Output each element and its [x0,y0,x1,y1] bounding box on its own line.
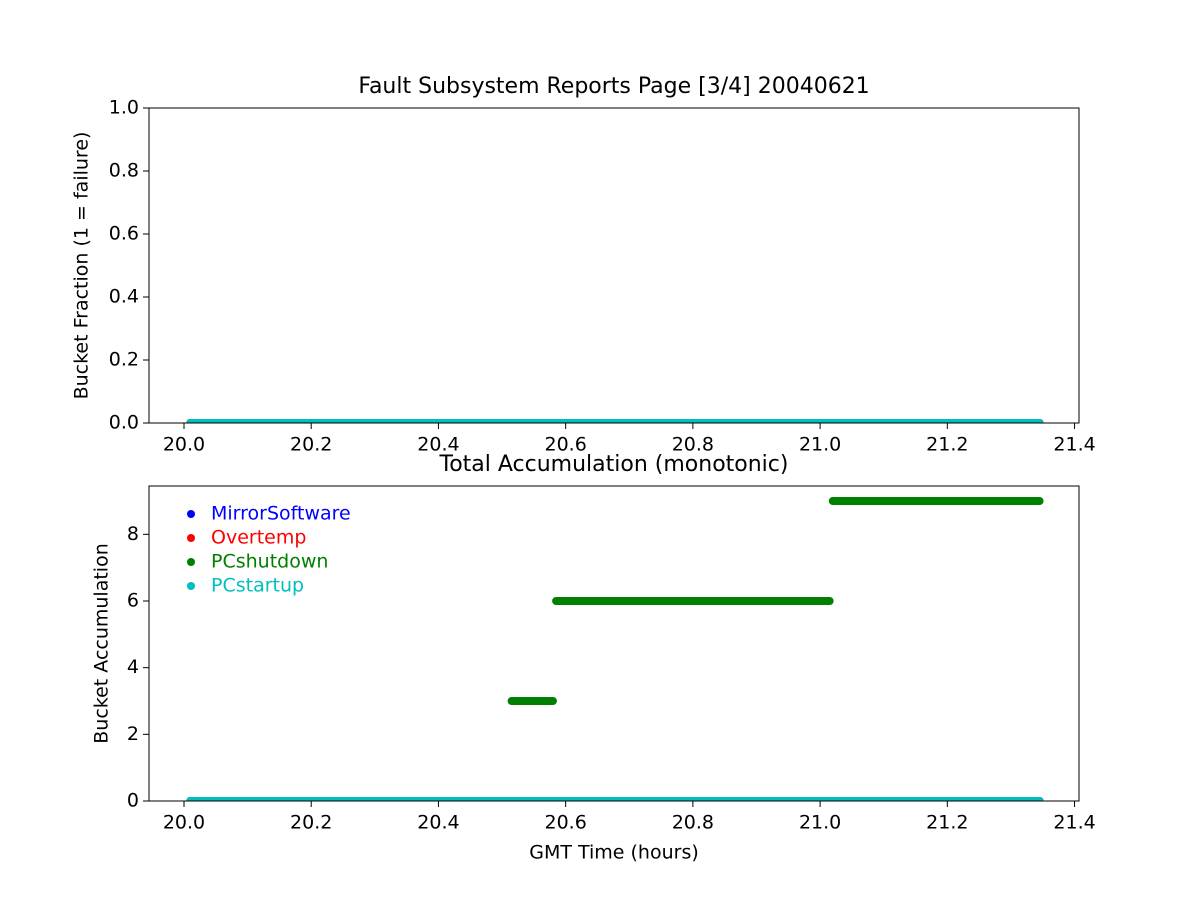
y-tick-label: 0 [127,790,139,812]
legend-label: PCstartup [211,575,304,597]
y-axis-label: Bucket Fraction (1 = failure) [71,132,93,400]
x-tick-label: 20.2 [290,812,332,834]
x-tick-label: 20.8 [672,812,714,834]
axes-frame [148,485,1080,802]
x-tick-label: 20.2 [290,434,332,456]
x-tick-label: 21.4 [1053,812,1095,834]
legend-label: MirrorSoftware [211,503,351,525]
legend-label: PCshutdown [211,551,328,573]
chart-title: Total Accumulation (monotonic) [439,452,789,477]
x-tick-label: 20.8 [672,434,714,456]
x-tick-label: 20.6 [544,812,586,834]
y-tick-label: 0.8 [109,160,139,182]
y-tick-label: 0.6 [109,223,139,245]
axes-frame [148,107,1080,424]
x-tick-label: 21.0 [799,434,841,456]
x-tick-label: 21.2 [926,434,968,456]
y-tick-label: 0.4 [109,286,139,308]
x-tick-label: 20.4 [417,434,459,456]
y-tick-label: 6 [127,590,139,612]
legend-marker [187,534,195,542]
legend-marker [187,510,195,518]
x-tick-label: 20.6 [544,434,586,456]
x-tick-label: 20.4 [417,812,459,834]
x-tick-label: 20.0 [163,812,205,834]
legend-marker [187,582,195,590]
y-tick-label: 4 [127,656,139,678]
x-axis-label: GMT Time (hours) [529,842,699,864]
series-line [186,497,1044,801]
legend-marker [187,558,195,566]
y-tick-label: 1.0 [109,97,139,119]
x-tick-label: 20.0 [163,434,205,456]
x-tick-label: 21.4 [1053,434,1095,456]
y-tick-label: 2 [127,723,139,745]
plot-area [186,497,1044,801]
y-tick-label: 0.0 [109,412,139,434]
x-tick-label: 21.2 [926,812,968,834]
y-tick-label: 0.2 [109,349,139,371]
y-axis-label: Bucket Accumulation [91,543,113,744]
x-tick-label: 21.0 [799,812,841,834]
y-tick-label: 8 [127,523,139,545]
legend-label: Overtemp [211,527,306,549]
chart-title: Fault Subsystem Reports Page [3/4] 20040… [358,74,869,99]
